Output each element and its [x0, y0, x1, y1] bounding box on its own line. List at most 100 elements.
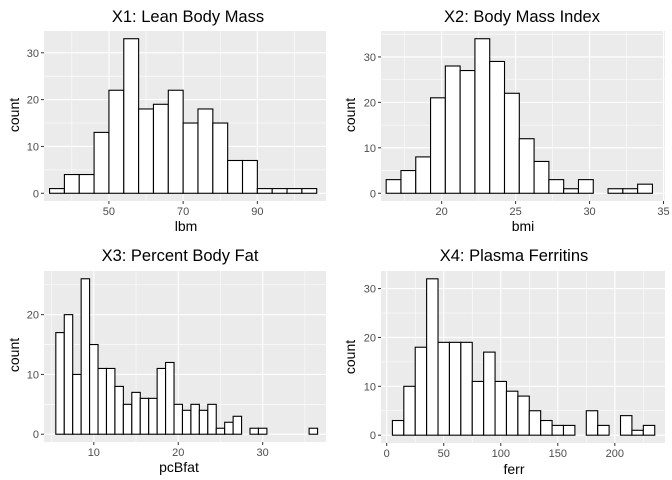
y-tick-label: 30: [27, 48, 39, 60]
histogram-bar: [385, 179, 402, 194]
histogram-bar: [78, 173, 95, 194]
plot-area: 20 25 30 35 0 10 20 30: [364, 31, 670, 218]
x-tick-label: 20: [172, 447, 184, 459]
histogram-bar: [122, 403, 133, 435]
y-tick-label: 0: [370, 188, 376, 200]
histogram-bar: [517, 395, 530, 436]
x-tick-label: 50: [103, 206, 115, 218]
histogram-bar: [105, 367, 116, 435]
histogram-bar: [637, 183, 653, 194]
y-tick-label: 20: [27, 310, 39, 322]
plot-title: X1: Lean Body Mass: [112, 8, 264, 26]
y-tick-label: 20: [27, 95, 39, 107]
histogram-bar: [483, 351, 496, 436]
histogram-bar: [607, 188, 624, 194]
y-tick-label: 20: [364, 332, 376, 344]
histogram-bar: [577, 179, 594, 194]
histogram-bar: [123, 38, 140, 194]
y-tick-label: 10: [27, 141, 39, 153]
x-tick-label: 25: [509, 206, 521, 218]
plot-area: 0 50 100 150 200 0 10 20 30: [364, 271, 665, 460]
histogram-bar: [460, 341, 473, 436]
plot-title: X2: Body Mass Index: [444, 8, 601, 26]
y-tick-label: 0: [370, 430, 376, 442]
x-tick-label: 100: [492, 448, 510, 460]
histogram-bar: [108, 89, 125, 194]
plot-title: X3: Percent Body Fat: [102, 247, 259, 265]
panel-lean-body-mass: X1: Lean Body Mass lbm count 50 70 90 0 10 20…: [6, 8, 326, 234]
histogram-bar: [585, 410, 599, 436]
histogram-bar: [224, 421, 234, 435]
histogram-bar: [518, 138, 535, 194]
histogram-bar: [619, 415, 633, 436]
y-axis-title: count: [6, 98, 22, 132]
histogram-bar: [471, 380, 485, 436]
histogram-bar: [232, 415, 243, 435]
histogram-bar: [227, 159, 244, 194]
histogram-bar: [642, 424, 656, 436]
panel-plasma-ferritins: X4: Plasma Ferritins ferr count 0 50 100 15…: [342, 247, 665, 477]
histogram-bar: [533, 160, 550, 194]
x-tick-label: 35: [657, 206, 669, 218]
histogram-bar: [212, 122, 229, 194]
histogram-bar: [286, 188, 303, 194]
histogram-bar: [138, 108, 155, 194]
histogram-bar: [444, 65, 461, 194]
y-axis-title: count: [342, 98, 358, 132]
x-tick-label: 30: [583, 206, 595, 218]
histogram-bar: [563, 188, 580, 194]
histogram-bar: [249, 427, 260, 435]
histogram-bar: [631, 429, 644, 436]
histogram-bar: [215, 427, 226, 435]
histogram-bar: [551, 424, 565, 436]
histogram-bar: [459, 69, 476, 194]
y-tick-label: 30: [364, 284, 376, 296]
histogram-bar: [173, 403, 184, 435]
x-tick-label: 90: [251, 206, 263, 218]
y-axis-title: count: [342, 340, 358, 374]
plot-area: 10 20 30 0 10 20: [27, 271, 326, 459]
histogram-bar: [403, 385, 416, 436]
histogram-bar: [167, 89, 184, 194]
histogram-bar: [308, 427, 319, 435]
histogram-bar: [89, 343, 99, 435]
histogram-bar: [80, 278, 91, 435]
histogram-bar: [400, 169, 417, 194]
y-tick-label: 30: [364, 52, 376, 64]
histogram-bar: [562, 424, 576, 436]
histogram-bar: [131, 391, 141, 435]
histogram-bar: [622, 188, 639, 194]
histogram-bar: [55, 332, 65, 435]
histogram-bar: [256, 188, 273, 194]
histogram-bar: [474, 38, 491, 194]
x-tick-label: 150: [549, 448, 567, 460]
plot-title: X4: Plasma Ferritins: [440, 247, 589, 265]
histogram-bar: [430, 97, 446, 194]
histogram-bar: [93, 131, 110, 194]
histogram-bar: [97, 367, 108, 435]
histogram-bar: [114, 385, 124, 435]
histogram-bar: [165, 361, 175, 435]
histogram-bar: [494, 380, 508, 436]
histogram-bar: [415, 156, 432, 194]
histogram-bar: [257, 427, 268, 435]
y-tick-label: 0: [33, 188, 39, 200]
histogram-bar: [152, 103, 169, 194]
y-tick-label: 20: [364, 97, 376, 109]
x-tick-label: 200: [606, 448, 624, 460]
x-tick-label: 10: [88, 447, 100, 459]
x-axis-title: pcBfat: [159, 459, 199, 475]
histogram-bar: [391, 419, 405, 436]
y-tick-label: 10: [27, 369, 39, 381]
y-tick-label: 0: [33, 429, 39, 441]
histogram-bar: [448, 341, 462, 436]
x-tick-label: 20: [436, 206, 448, 218]
y-axis-title: count: [6, 338, 22, 372]
x-tick-label: 0: [384, 448, 390, 460]
histogram-bar: [437, 341, 450, 436]
x-axis-title: ferr: [504, 461, 525, 477]
histogram-bar: [528, 410, 542, 436]
x-tick-label: 50: [438, 448, 450, 460]
histogram-bar: [505, 390, 519, 436]
